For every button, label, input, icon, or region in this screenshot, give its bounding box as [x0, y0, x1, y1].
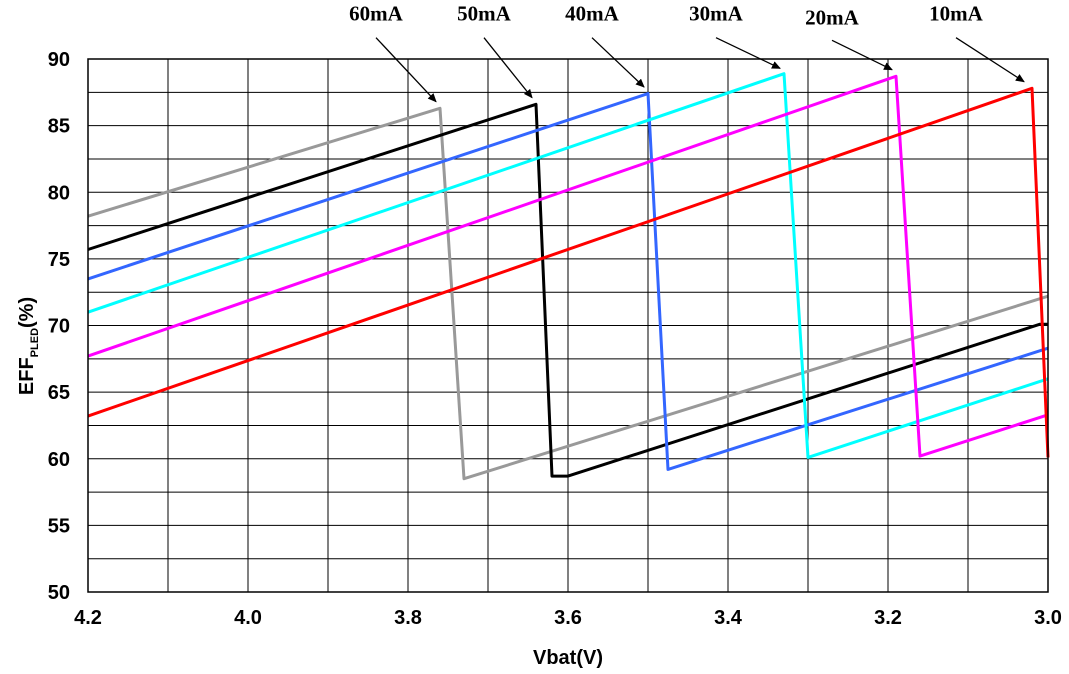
- series-line-30mA: [87, 72, 1049, 459]
- callout-arrow-50mA: [483, 37, 533, 99]
- x-tick-label: 4.2: [74, 607, 102, 629]
- y-axis-title-suffix: (%): [16, 297, 38, 328]
- y-tick-label: 85: [48, 116, 70, 138]
- y-tick-labels: 50 55 60 65 70 75 80 85 90: [48, 49, 70, 604]
- callout-arrow-60mA: [375, 37, 437, 103]
- x-tick-label: 3.4: [714, 607, 743, 629]
- series-layer: [87, 72, 1050, 481]
- callout-arrow-40mA: [591, 37, 645, 88]
- y-tick-label: 75: [48, 249, 70, 271]
- callout-arrow-20mA: [831, 39, 893, 71]
- callout-label-50mA: 50mA: [457, 1, 511, 25]
- y-tick-label: 55: [48, 515, 70, 537]
- y-axis-title-subscript: PLED: [29, 328, 41, 357]
- y-tick-label: 70: [48, 316, 70, 338]
- callout-arrow-30mA: [715, 37, 781, 69]
- callout-label-30mA: 30mA: [689, 1, 743, 25]
- callout-label-40mA: 40mA: [565, 1, 619, 25]
- x-axis-title: Vbat(V): [533, 647, 603, 669]
- y-tick-label: 90: [48, 49, 70, 71]
- callout-label-20mA: 20mA: [805, 5, 859, 29]
- y-tick-label: 50: [48, 582, 70, 604]
- callout-label-10mA: 10mA: [929, 1, 983, 25]
- x-tick-label: 4.0: [234, 607, 262, 629]
- plot-frame: [87, 58, 1049, 593]
- x-tick-label: 3.8: [394, 607, 422, 629]
- y-axis-title-main: EFF: [16, 357, 38, 395]
- series-line-10mA: [87, 86, 1050, 458]
- y-axis-title: EFFPLED(%): [16, 297, 41, 395]
- y-tick-label: 60: [48, 449, 70, 471]
- x-tick-label: 3.2: [874, 607, 902, 629]
- series-line-20mA: [87, 74, 1049, 458]
- series-line-60mA: [87, 106, 1049, 481]
- callout-arrow-10mA: [955, 37, 1025, 83]
- x-tick-label: 3.6: [554, 607, 582, 629]
- y-tick-label: 80: [48, 182, 70, 204]
- x-tick-labels: 4.2 4.0 3.8 3.6 3.4 3.2 3.0: [74, 607, 1062, 629]
- series-line-40mA: [87, 92, 1049, 471]
- series-callouts: 60mA 50mA 40mA 30mA 20mA 10mA: [349, 1, 1025, 103]
- grid: [88, 59, 1048, 592]
- y-tick-label: 65: [48, 382, 70, 404]
- callout-label-60mA: 60mA: [349, 1, 403, 25]
- x-tick-label: 3.0: [1034, 607, 1062, 629]
